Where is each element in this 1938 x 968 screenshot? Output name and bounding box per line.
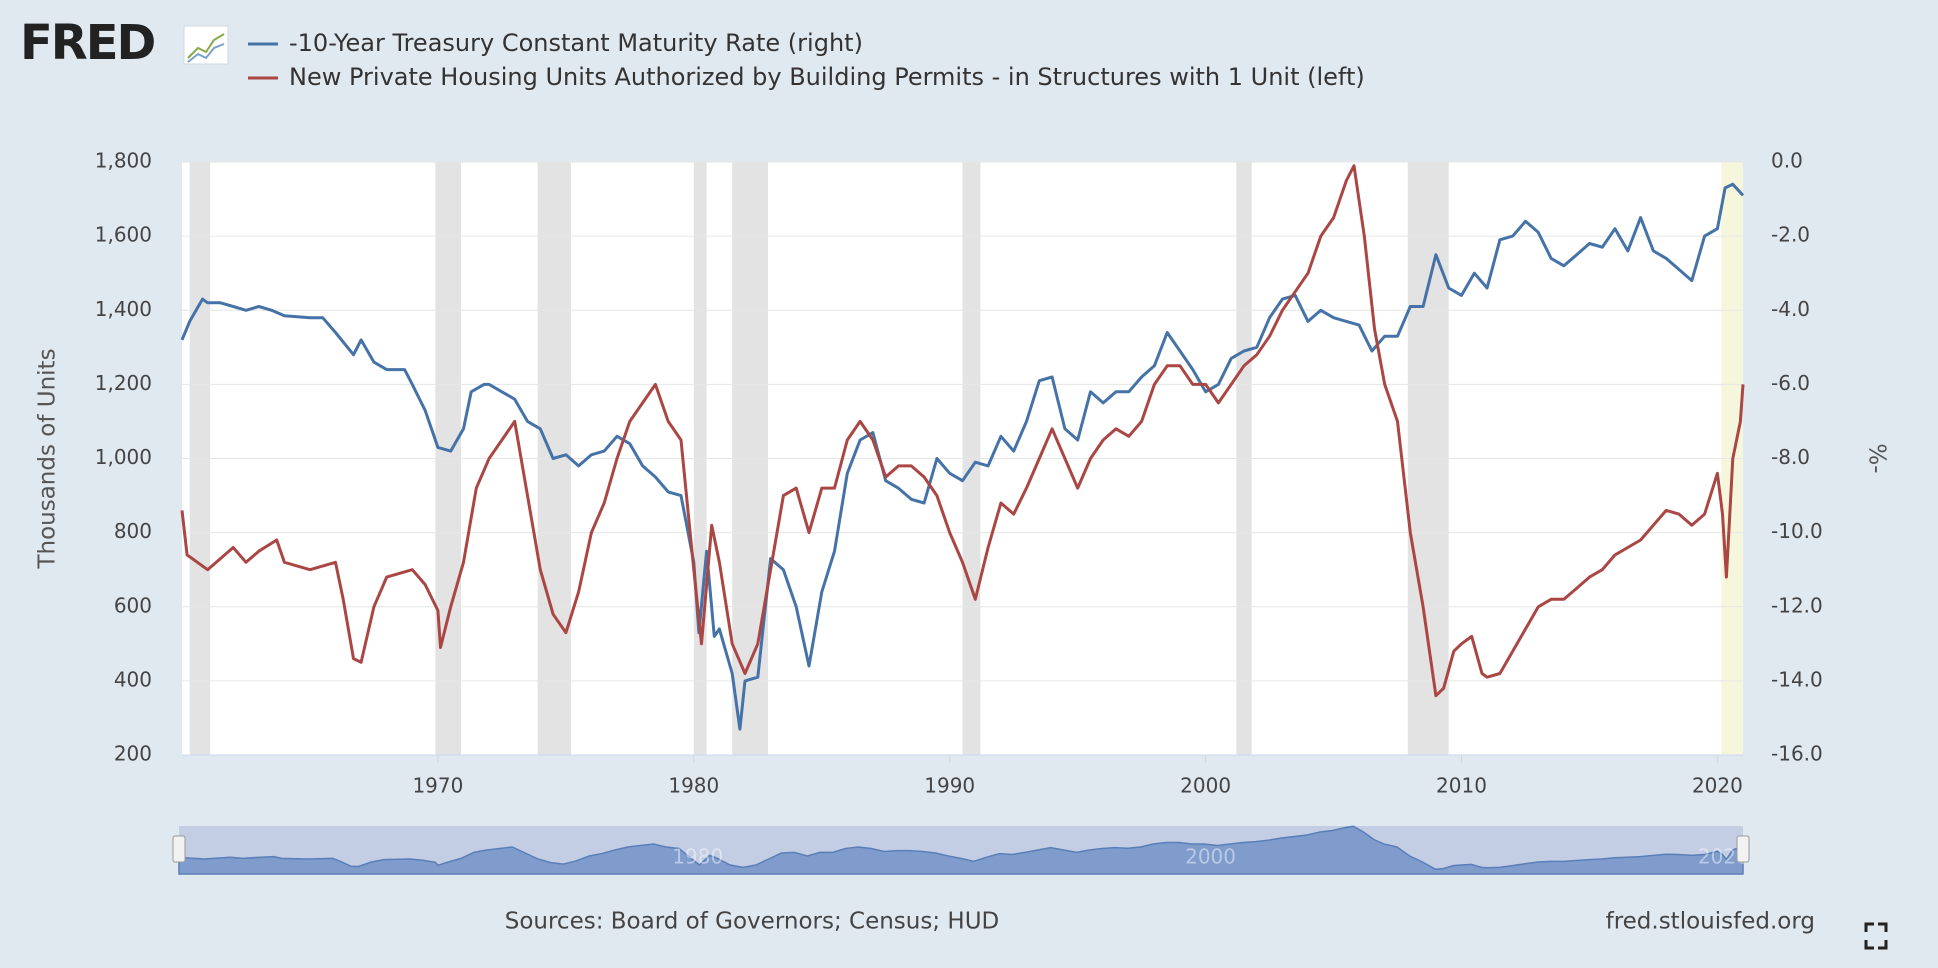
y-tick-label: 1,000 bbox=[95, 445, 152, 469]
y2-tick-label: -12.0 bbox=[1771, 593, 1823, 617]
y-tick-label: 200 bbox=[114, 742, 152, 766]
fullscreen-icon[interactable] bbox=[1864, 922, 1888, 950]
legend-entry: New Private Housing Units Authorized by … bbox=[289, 63, 1365, 91]
y2-tick-label: 0.0 bbox=[1771, 149, 1803, 173]
y-tick-label: 1,200 bbox=[95, 371, 152, 395]
navigator-series bbox=[178, 825, 1744, 875]
y2-tick-label: -4.0 bbox=[1771, 297, 1810, 321]
source: Sources: Board of Governors; Census; HUD bbox=[505, 909, 1000, 935]
y-tick-label: 400 bbox=[114, 667, 152, 691]
logo-icon bbox=[183, 25, 229, 65]
navigator-tick-label: 2000 bbox=[1185, 845, 1236, 869]
line-series bbox=[180, 182, 1745, 731]
x-tick-label: 2000 bbox=[1180, 774, 1231, 798]
y-tick-label: 1,800 bbox=[95, 149, 152, 173]
navigator-handle[interactable] bbox=[172, 835, 186, 863]
logo: FRED bbox=[20, 15, 155, 71]
site-link[interactable]: fred.stlouisfed.org bbox=[1606, 909, 1815, 935]
y2-tick-label: -8.0 bbox=[1771, 445, 1810, 469]
y-tick-label: 1,600 bbox=[95, 223, 152, 247]
x-tick-label: 1970 bbox=[412, 774, 463, 798]
y-tick-label: 800 bbox=[114, 519, 152, 543]
y2-tick-label: -14.0 bbox=[1771, 667, 1823, 691]
y-tick-label: 1,400 bbox=[95, 297, 152, 321]
navigator-tick-label: 1980 bbox=[672, 845, 723, 869]
y2-tick-label: -10.0 bbox=[1771, 519, 1823, 543]
x-tick-label: 2020 bbox=[1692, 774, 1743, 798]
navigator-handle[interactable] bbox=[1736, 835, 1750, 863]
y-axis-label: Thousands of Units bbox=[35, 348, 61, 569]
y2-tick-label: -2.0 bbox=[1771, 223, 1810, 247]
legend-entry: -10-Year Treasury Constant Maturity Rate… bbox=[289, 29, 863, 57]
y2-tick-label: -6.0 bbox=[1771, 371, 1810, 395]
y2-axis-label: %- bbox=[1864, 443, 1890, 473]
y-tick-label: 600 bbox=[114, 593, 152, 617]
x-tick-label: 1980 bbox=[668, 774, 719, 798]
line-series bbox=[180, 164, 1745, 698]
x-tick-label: 2010 bbox=[1436, 774, 1487, 798]
y2-tick-label: -16.0 bbox=[1771, 742, 1823, 766]
x-tick-label: 1990 bbox=[924, 774, 975, 798]
